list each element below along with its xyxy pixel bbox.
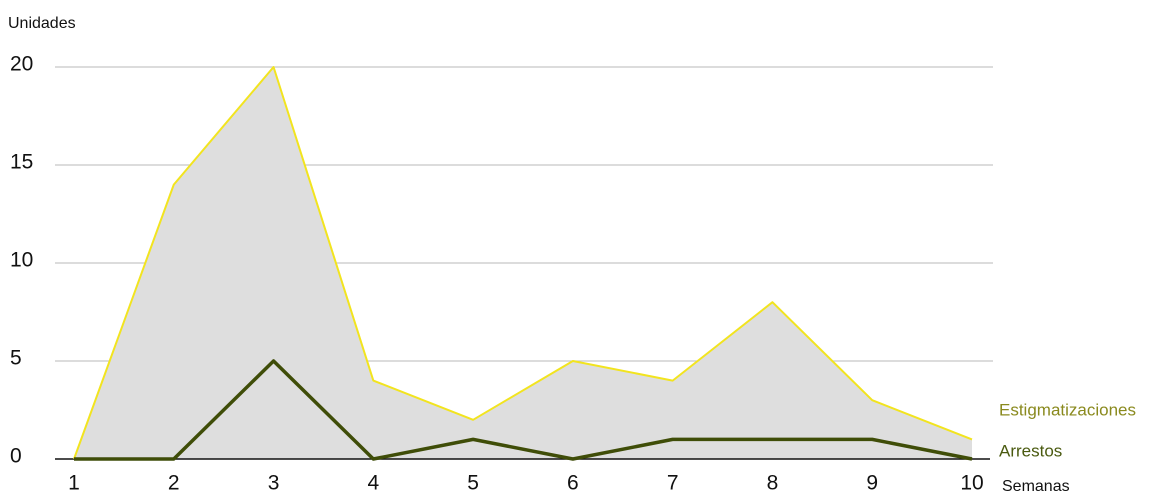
x-axis-title: Semanas <box>1002 478 1070 495</box>
area <box>74 67 972 459</box>
x-tick-label: 5 <box>467 472 479 495</box>
y-tick-label: 0 <box>10 445 22 468</box>
y-axis-title: Unidades <box>8 15 76 32</box>
x-tick-label: 6 <box>567 472 579 495</box>
x-tick-label: 1 <box>68 472 80 495</box>
series-label: Estigmatizaciones <box>999 400 1136 419</box>
x-tick-label: 4 <box>367 472 379 495</box>
y-tick-label: 15 <box>10 151 33 174</box>
series-label: Arrestos <box>999 441 1062 460</box>
x-tick-label: 2 <box>168 472 180 495</box>
x-tick-label: 3 <box>268 472 280 495</box>
line <box>73 66 973 460</box>
line <box>74 359 973 461</box>
x-tick-label: 7 <box>667 472 679 495</box>
y-tick-label: 20 <box>10 53 33 76</box>
y-tick-label: 5 <box>10 347 22 370</box>
x-tick-label: 8 <box>767 472 779 495</box>
y-tick-label: 10 <box>10 249 33 272</box>
x-tick-label: 9 <box>866 472 878 495</box>
x-tick-label: 10 <box>960 472 983 495</box>
